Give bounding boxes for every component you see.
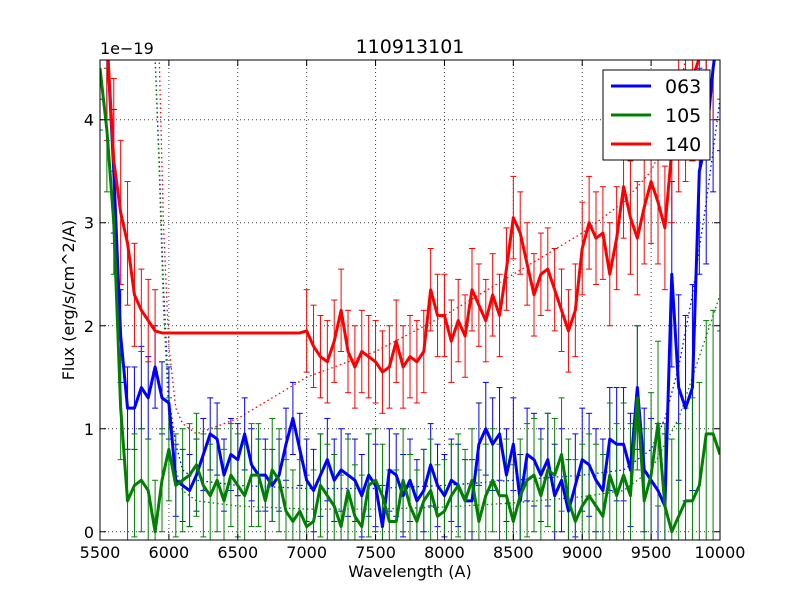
plot-content xyxy=(100,60,720,540)
x-tick-label: 10000 xyxy=(695,543,746,562)
x-tick-label: 7500 xyxy=(355,543,396,562)
x-tick-label: 8000 xyxy=(424,543,465,562)
x-tick-label: 9500 xyxy=(631,543,672,562)
x-axis-label: Wavelength (A) xyxy=(348,562,471,581)
legend-label-063: 063 xyxy=(665,76,701,98)
y-tick-label: 1 xyxy=(84,420,94,439)
x-tick-label: 6500 xyxy=(217,543,258,562)
x-tick-label: 7000 xyxy=(286,543,327,562)
x-tick-label: 6000 xyxy=(149,543,190,562)
series-063-line xyxy=(106,60,716,529)
x-tick-label: 8500 xyxy=(493,543,534,562)
x-tick-label: 5500 xyxy=(80,543,121,562)
legend: 063 105 140 xyxy=(602,69,711,161)
ticks: 5500 6000 6500 7000 7500 8000 8500 9000 9500 1000… xyxy=(80,60,746,562)
legend-label-140: 140 xyxy=(665,134,701,156)
chart-title: 110913101 xyxy=(356,36,465,58)
y-axis-label: Flux (erg/s/cm^2/A) xyxy=(59,220,78,381)
y-tick-label: 4 xyxy=(84,111,94,130)
y-tick-label: 3 xyxy=(84,214,94,233)
y-tick-label: 2 xyxy=(84,317,94,336)
legend-label-105: 105 xyxy=(665,105,701,127)
y-tick-label: 0 xyxy=(84,523,94,542)
offset-label: 1e−19 xyxy=(100,39,154,58)
series-105-line xyxy=(100,68,720,534)
x-tick-label: 9000 xyxy=(562,543,603,562)
plot-frame xyxy=(99,59,721,541)
series-140-line xyxy=(106,60,701,374)
